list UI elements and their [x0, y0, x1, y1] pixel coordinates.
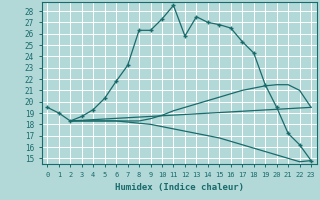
- X-axis label: Humidex (Indice chaleur): Humidex (Indice chaleur): [115, 183, 244, 192]
